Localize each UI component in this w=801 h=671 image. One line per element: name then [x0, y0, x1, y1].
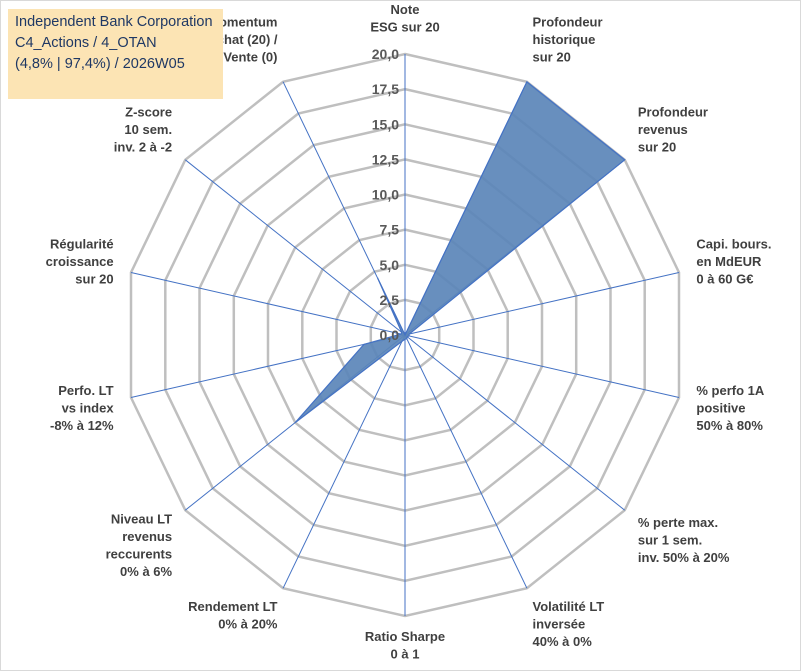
- title-line-stats: (4,8% | 97,4%) / 2026W05: [15, 56, 185, 72]
- spoke-8: [282, 334, 406, 589]
- tick-label-5: 12,5: [372, 151, 399, 167]
- axis-label-3: Capi. bours. en MdEUR 0 à 60 G€: [696, 237, 771, 287]
- tick-label-4: 10,0: [372, 187, 399, 203]
- axis-label-13-line-0: Momentum: [208, 15, 277, 30]
- axis-label-0-line-1: ESG sur 20: [370, 20, 439, 35]
- axis-label-11-line-1: croissance: [46, 254, 114, 269]
- axis-label-0: Note ESG sur 20: [370, 2, 439, 35]
- spoke-11: [130, 272, 406, 336]
- title-line-category: C4_Actions / 4_OTAN: [15, 35, 157, 51]
- axis-label-12: Z-score 10 sem. inv. 2 à -2: [114, 105, 172, 155]
- axis-label-2-line-2: sur 20: [638, 140, 676, 155]
- axis-label-12-line-2: inv. 2 à -2: [114, 140, 172, 155]
- axis-label-6: Volatilité LT inversée 40% à 0%: [533, 599, 605, 649]
- axis-label-5-line-2: inv. 50% à 20%: [638, 550, 730, 565]
- axis-label-10-line-0: Perfo. LT: [58, 383, 113, 398]
- spoke-10: [130, 334, 406, 398]
- axis-label-9-line-3: 0% à 6%: [120, 564, 172, 579]
- axis-label-11-line-2: sur 20: [75, 272, 113, 287]
- tick-label-6: 15,0: [372, 116, 399, 132]
- axis-label-5-line-1: sur 1 sem.: [638, 533, 702, 548]
- tick-label-1: 2,5: [380, 292, 400, 308]
- axis-label-1: Profondeur historique sur 20: [533, 15, 603, 65]
- axis-label-13: Momentum Achat (20) / Vente (0): [207, 15, 277, 65]
- series-area-0: [294, 80, 626, 424]
- axis-label-9-line-0: Niveau LT: [111, 512, 172, 527]
- axis-label-9-line-1: revenus: [122, 529, 172, 544]
- axis-label-6-line-2: 40% à 0%: [533, 634, 593, 649]
- tick-label-2: 5,0: [380, 257, 400, 273]
- axis-label-11: Régularité croissance sur 20: [46, 237, 114, 287]
- axis-label-6-line-0: Volatilité LT: [533, 599, 605, 614]
- axis-label-2: Profondeur revenus sur 20: [638, 105, 708, 155]
- spoke-5: [404, 334, 626, 511]
- axis-label-2-line-0: Profondeur: [638, 105, 708, 120]
- spoke-12: [184, 159, 406, 336]
- axis-label-1-line-2: sur 20: [533, 50, 571, 65]
- axis-label-7-line-0: Ratio Sharpe: [365, 629, 445, 644]
- axis-label-2-line-1: revenus: [638, 122, 688, 137]
- spoke-4: [404, 334, 680, 398]
- axis-label-10-line-1: vs index: [62, 401, 115, 416]
- axis-label-3-line-0: Capi. bours.: [696, 237, 771, 252]
- axis-label-3-line-2: 0 à 60 G€: [696, 272, 753, 287]
- radar-tick-labels: 0,0 2,5 5,0 7,5 10,0 12,5 15,0 17,5 20,0: [372, 46, 399, 343]
- axis-label-6-line-1: inversée: [533, 617, 586, 632]
- axis-label-8-line-0: Rendement LT: [188, 599, 277, 614]
- axis-label-7-line-1: 0 à 1: [391, 647, 420, 662]
- axis-label-12-line-1: 10 sem.: [124, 122, 172, 137]
- title-line-company: Independent Bank Corporation: [15, 14, 213, 30]
- axis-label-5-line-0: % perte max.: [638, 515, 718, 530]
- tick-label-8: 20,0: [372, 46, 399, 62]
- axis-label-3-line-1: en MdEUR: [696, 254, 762, 269]
- axis-label-0-line-0: Note: [391, 2, 420, 17]
- axis-label-8-line-1: 0% à 20%: [218, 617, 278, 632]
- radar-axis-labels: Note ESG sur 20 Profondeur historique sur 20…: [46, 2, 772, 662]
- axis-label-11-line-0: Régularité: [50, 237, 114, 252]
- axis-label-12-line-0: Z-score: [125, 105, 172, 120]
- spoke-3: [404, 272, 680, 336]
- radar-series: [294, 80, 626, 424]
- axis-label-4-line-0: % perfo 1A: [696, 383, 765, 398]
- axis-label-4-line-1: positive: [696, 401, 745, 416]
- axis-label-9-line-2: reccurents: [106, 547, 172, 562]
- tick-label-0: 0,0: [380, 327, 400, 343]
- axis-label-13-line-2: Vente (0): [223, 50, 277, 65]
- axis-label-1-line-0: Profondeur: [533, 15, 603, 30]
- axis-label-5: % perte max. sur 1 sem. inv. 50% à 20%: [638, 515, 730, 565]
- spoke-6: [404, 334, 528, 589]
- axis-label-13-line-1: Achat (20) /: [207, 32, 277, 47]
- axis-label-1-line-1: historique: [533, 32, 596, 47]
- tick-label-7: 17,5: [372, 81, 399, 97]
- tick-label-3: 7,5: [380, 222, 400, 238]
- axis-label-10: Perfo. LT vs index -8% à 12%: [50, 383, 114, 433]
- title-box: Independent Bank Corporation C4_Actions …: [8, 9, 223, 99]
- axis-label-4: % perfo 1A positive 50% à 80%: [696, 383, 765, 433]
- axis-label-10-line-2: -8% à 12%: [50, 418, 114, 433]
- axis-label-8: Rendement LT 0% à 20%: [188, 599, 278, 632]
- axis-label-7: Ratio Sharpe 0 à 1: [365, 629, 445, 662]
- axis-label-4-line-2: 50% à 80%: [696, 418, 763, 433]
- axis-label-9: Niveau LT revenus reccurents 0% à 6%: [106, 512, 173, 580]
